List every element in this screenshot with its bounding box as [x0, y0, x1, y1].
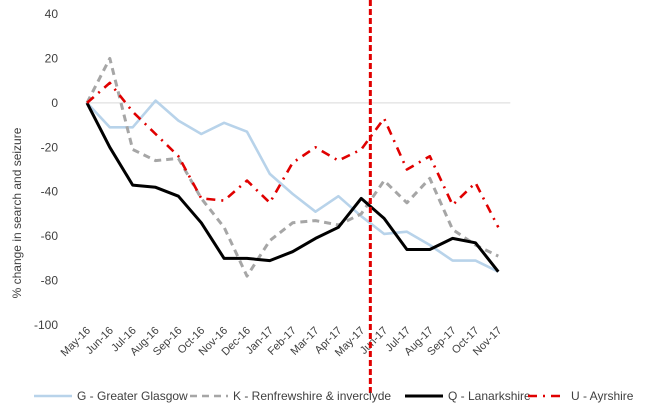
x-axis-tick-labels: May-16Jun-16Jul-16Aug-16Sep-16Oct-16Nov-… [59, 325, 505, 359]
y-tick-label: -20 [41, 140, 59, 154]
series-line-u-ayrshire [86, 81, 500, 228]
y-tick-label: -80 [41, 274, 59, 288]
y-tick-label: 0 [51, 96, 58, 110]
y-tick-label: -40 [41, 185, 59, 199]
legend: G - Greater Glasgow K - Renfrewshire & in… [34, 389, 634, 403]
series-line-g-greater-glasgow [86, 99, 499, 273]
y-tick-label: 20 [45, 51, 59, 65]
legend-label-g-greater-glasgow: G - Greater Glasgow [77, 389, 188, 403]
y-axis-tick-labels: 40 20 0 -20 -40 -60 -80 -100 [34, 7, 58, 332]
y-axis-title: % change in search and seizure [10, 127, 24, 298]
y-tick-label: -60 [41, 229, 59, 243]
y-axis-title-group: % change in search and seizure [10, 127, 24, 298]
legend-label-u-ayrshire: U - Ayrshire [571, 389, 634, 403]
series-line-k-renfrewshire-inverclyde [85, 56, 499, 278]
y-tick-label: 40 [45, 7, 59, 21]
series-line-q-lanarkshire [85, 102, 500, 273]
legend-label-q-lanarkshire: Q - Lanarkshire [448, 389, 531, 403]
series-lines [85, 56, 500, 278]
legend-label-k-renfrewshire-inverclyde: K - Renfrewshire & inverclyde [233, 389, 391, 403]
y-tick-label: -100 [34, 318, 58, 332]
